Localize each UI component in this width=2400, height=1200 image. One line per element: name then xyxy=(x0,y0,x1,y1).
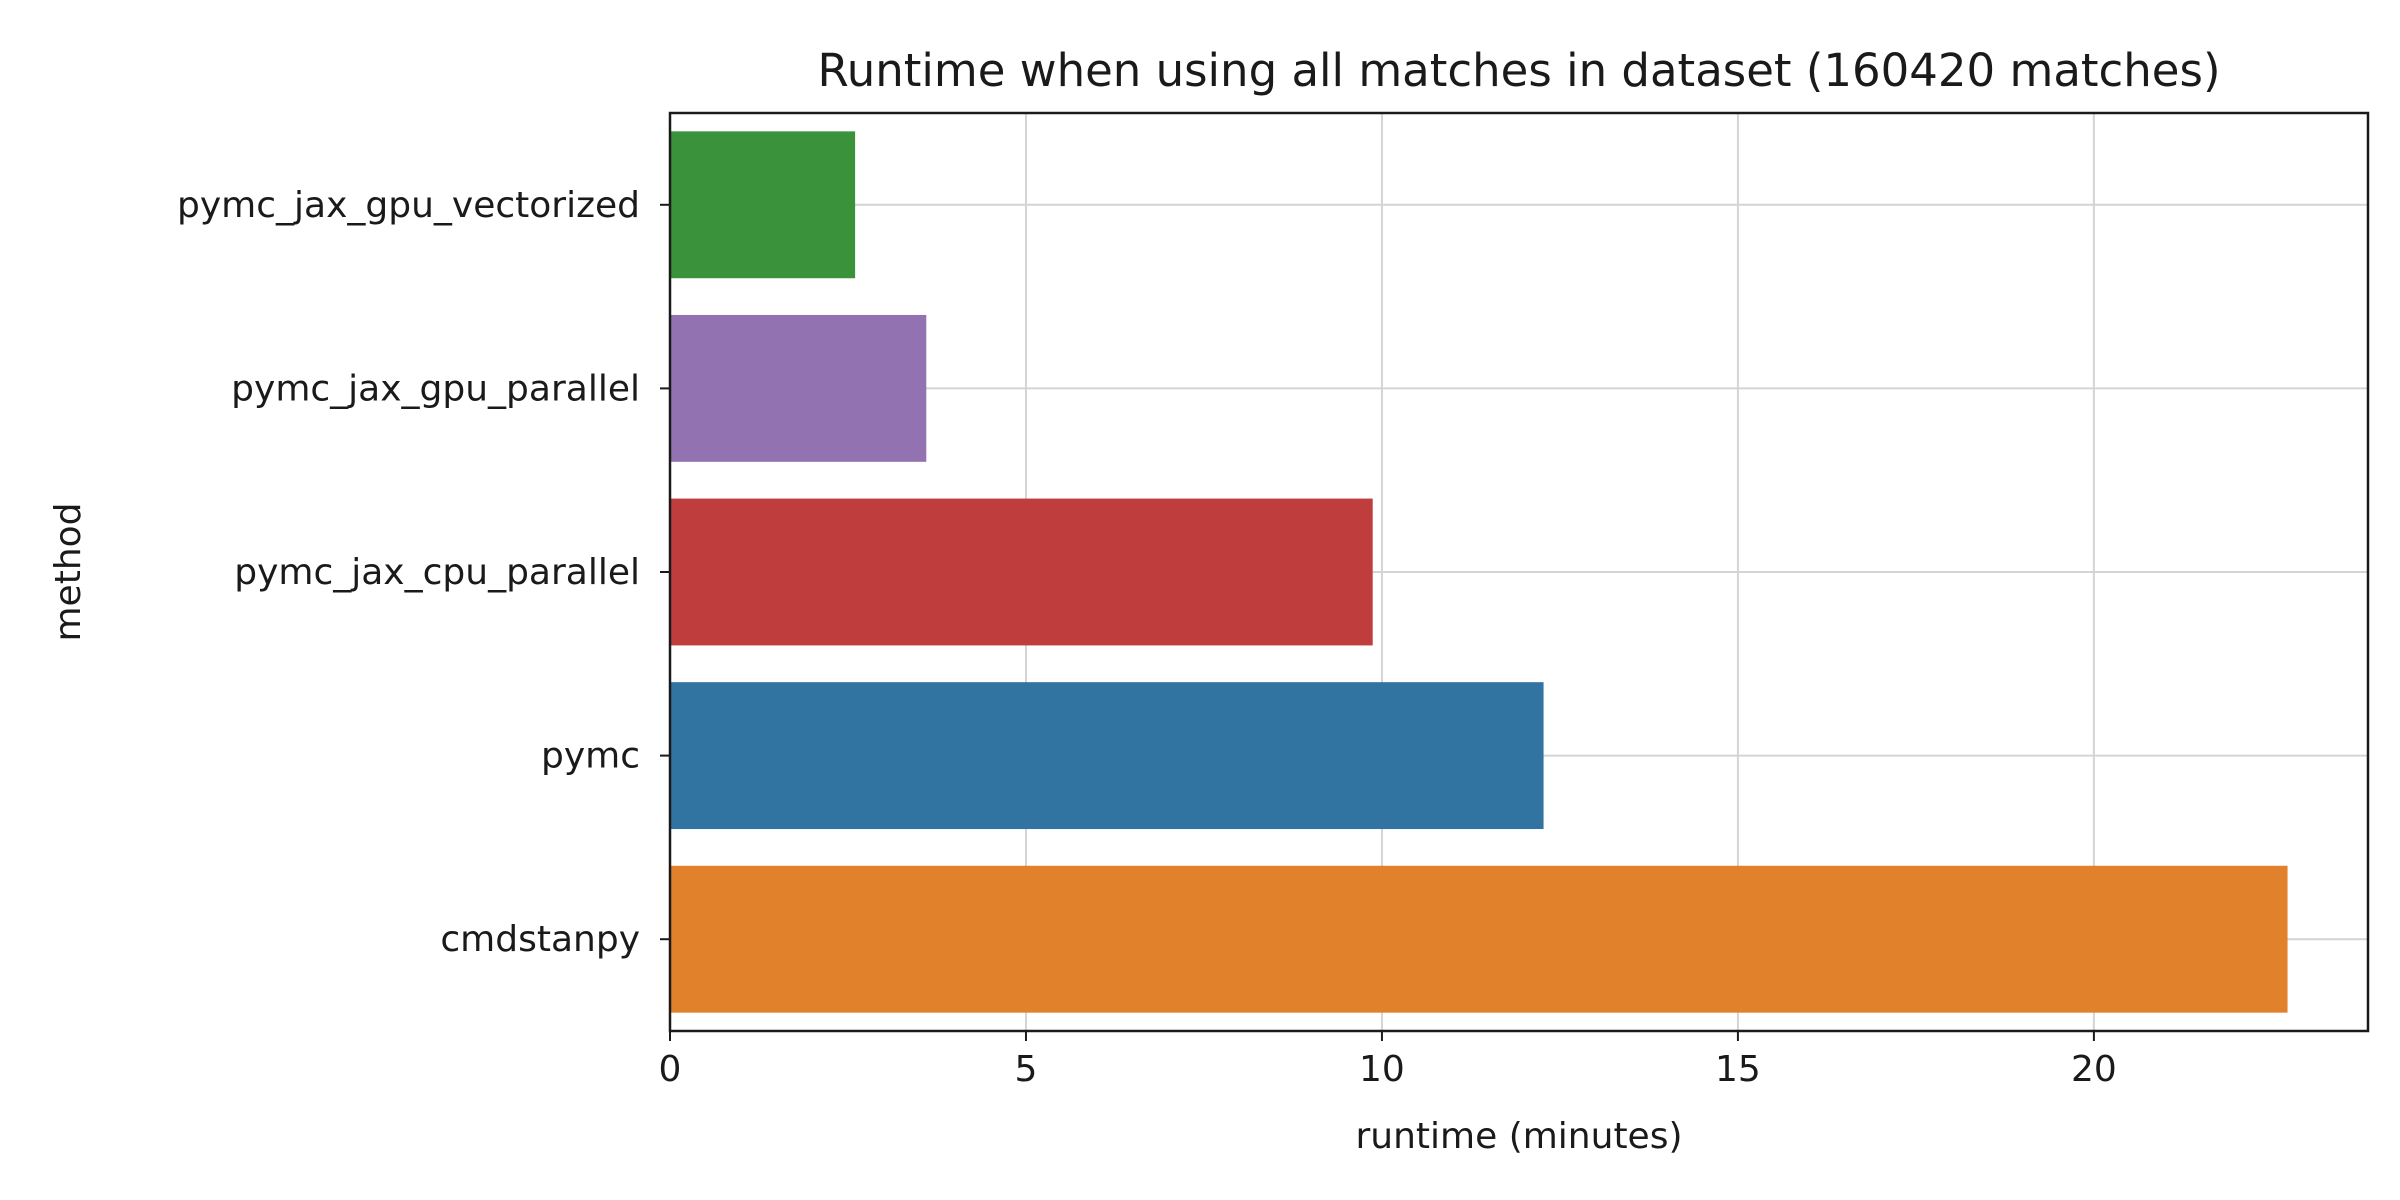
bar-pymc_jax_gpu_parallel xyxy=(670,314,927,462)
x-tick-label: 0 xyxy=(659,1049,682,1090)
y-axis-label: method xyxy=(48,502,89,641)
bar-pymc_jax_cpu_parallel xyxy=(670,498,1373,646)
x-tick-label: 15 xyxy=(1715,1049,1761,1090)
y-tick-label: pymc xyxy=(541,736,640,777)
y-tick-label: pymc_jax_gpu_parallel xyxy=(231,368,640,409)
bar-cmdstanpy xyxy=(670,865,2288,1013)
x-axis-ticks: 0 5 10 15 20 xyxy=(659,1031,2117,1090)
y-tick-label: pymc_jax_cpu_parallel xyxy=(234,552,640,593)
x-tick-label: 5 xyxy=(1015,1049,1038,1090)
bar-pymc xyxy=(670,682,1544,830)
bars xyxy=(670,131,2288,1013)
x-tick-label: 20 xyxy=(2071,1049,2117,1090)
x-tick-label: 10 xyxy=(1359,1049,1405,1090)
y-tick-label: pymc_jax_gpu_vectorized xyxy=(177,185,640,226)
x-axis-label: runtime (minutes) xyxy=(1355,1116,1682,1157)
y-tick-label: cmdstanpy xyxy=(440,919,640,960)
chart-title: Runtime when using all matches in datase… xyxy=(818,44,2221,97)
bar-pymc_jax_gpu_vectorized xyxy=(670,131,856,279)
y-axis-ticks: pymc_jax_gpu_vectorized pymc_jax_gpu_para… xyxy=(177,185,670,960)
